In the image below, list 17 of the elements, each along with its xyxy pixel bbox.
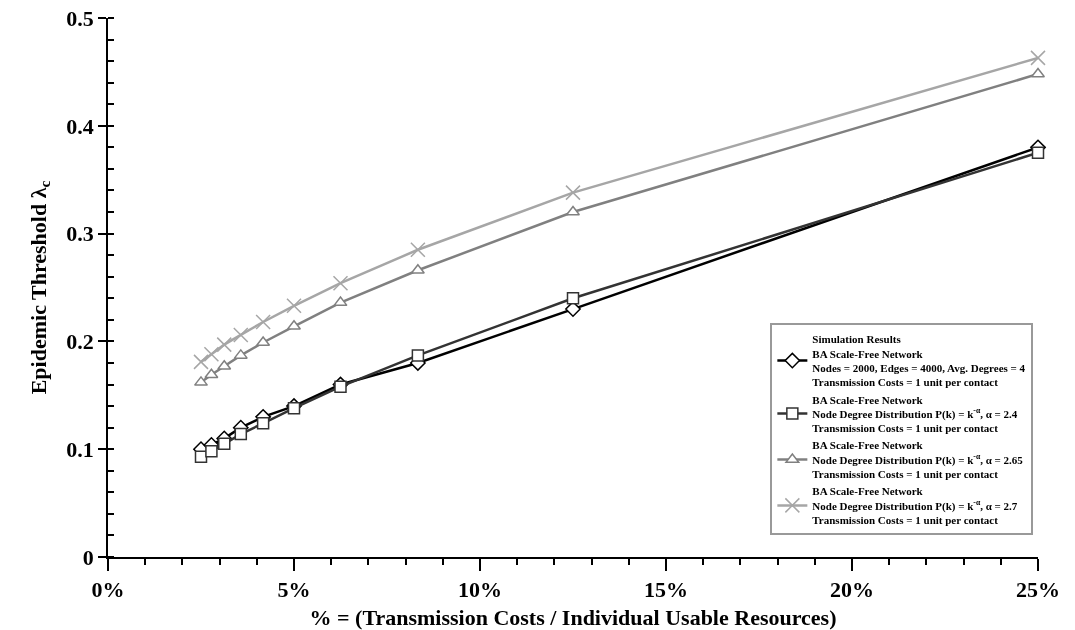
y-tick-label: 0.3: [66, 221, 94, 247]
x-tick-label: 5%: [277, 577, 311, 603]
legend-label: BA Scale-Free Network Node Degree Distribution P(k) = k$^{-α}$, α = 2.7 Transmission Costs = 1 unit per contact: [812, 485, 1018, 526]
y-tick-label: 0.5: [66, 5, 94, 31]
x-tick-label: 10%: [458, 577, 502, 603]
legend-label: BA Scale-Free Network Node Degree Distribution P(k) = k$^{-α}$, α = 2.65 Transmission Costs = 1 unit per contact: [812, 439, 1024, 481]
x-tick-label: 0%: [91, 577, 125, 603]
y-tick-label: 0: [82, 544, 94, 570]
y-tick-label: 0.2: [66, 329, 94, 355]
y-tick-label: 0.4: [66, 113, 94, 139]
x-tick-label: 20%: [830, 577, 874, 603]
legend-label: BA Scale-Free Network Node Degree Distribution P(k) = k$^{-α}$, α = 2.4 Transmission Costs = 1 unit per contact: [812, 393, 1018, 435]
x-tick-label: 25%: [1016, 577, 1060, 603]
x-axis-title: % = (Transmission Costs / Individual Usable Resources): [309, 605, 837, 630]
x-tick-label: 15%: [644, 577, 688, 603]
y-tick-label: 0.1: [66, 436, 94, 462]
legend-label: Simulation Results BA Scale-Free Network Nodes = 2000, Edges = 4000, Avg. Degrees = 4 Transmission Costs = 1 unit per contact: [812, 333, 1026, 389]
